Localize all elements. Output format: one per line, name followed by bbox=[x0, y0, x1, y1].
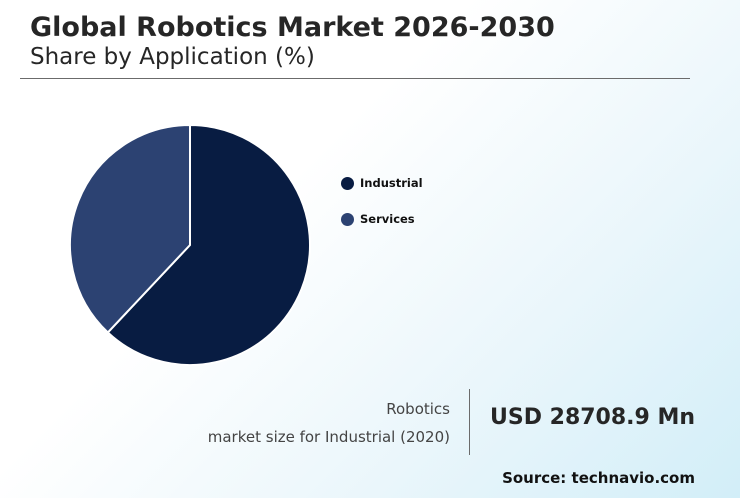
stat-value: USD 28708.9 Mn bbox=[490, 405, 696, 430]
legend-label-services: Services bbox=[360, 212, 415, 226]
header-divider bbox=[20, 78, 690, 79]
legend-label-industrial: Industrial bbox=[360, 176, 423, 190]
chart-title: Global Robotics Market 2026-2030 bbox=[30, 12, 555, 43]
pie-slice-industrial bbox=[106, 124, 311, 366]
stat-label-line1: Robotics bbox=[386, 400, 450, 418]
legend-swatch-services bbox=[341, 212, 354, 226]
chart-subtitle: Share by Application (%) bbox=[30, 44, 315, 70]
chart-legend: Industrial Services bbox=[341, 175, 423, 247]
source-credit: Source: technavio.com bbox=[502, 469, 695, 487]
legend-item-industrial: Industrial bbox=[341, 175, 423, 191]
pie-slice-services bbox=[69, 124, 191, 334]
legend-swatch-industrial bbox=[341, 176, 354, 190]
stat-label-line2: market size for Industrial (2020) bbox=[207, 428, 450, 446]
legend-item-services: Services bbox=[341, 211, 423, 227]
stat-divider bbox=[469, 389, 470, 455]
